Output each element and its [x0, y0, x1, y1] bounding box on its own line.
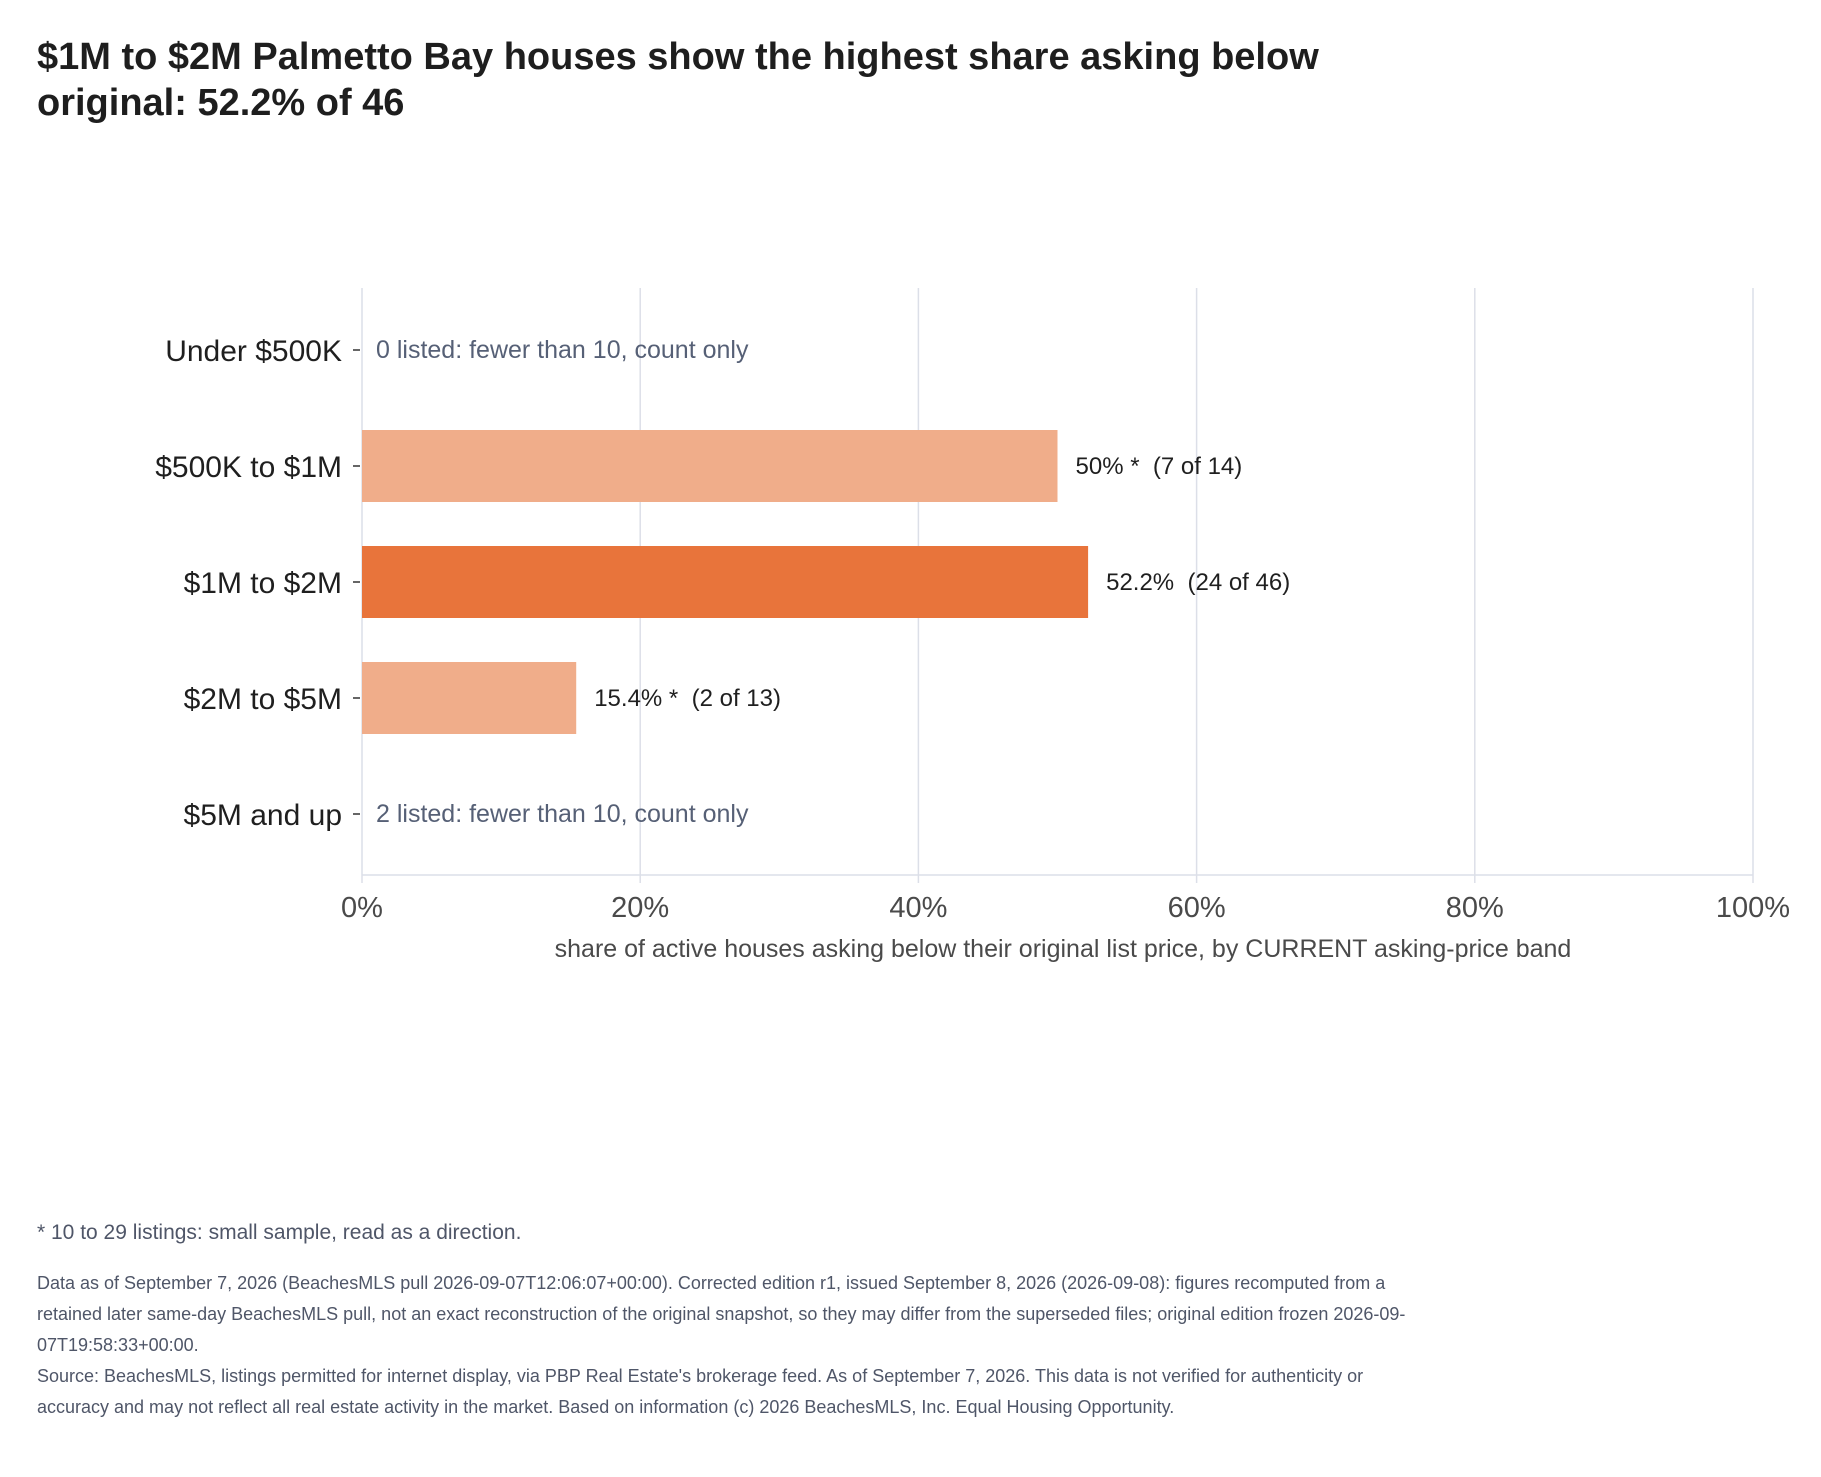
y-tick-label: $5M and up [184, 799, 342, 832]
bar-value-label: 52.2% (24 of 46) [1106, 569, 1290, 596]
highlighted-bar [362, 546, 1089, 618]
y-tick-label: $1M to $2M [184, 567, 342, 600]
x-tick-label: 0% [341, 892, 383, 924]
bars [362, 430, 1089, 734]
small-sample-footnote: * 10 to 29 listings: small sample, read … [37, 1221, 522, 1244]
fineprint: Data as of September 7, 2026 (BeachesMLS… [37, 1268, 1417, 1423]
x-tick-label: 20% [611, 892, 669, 924]
bar [362, 430, 1058, 502]
chart-title: $1M to $2M Palmetto Bay houses show the … [37, 36, 1319, 124]
axes: 0% 20% 40% 60% 80% 100% Under $500K $500K to $1… [155, 335, 1790, 924]
data-labels: 0 listed: fewer than 10, count only 50% *… [376, 336, 1290, 828]
source-note: Source: BeachesMLS, listings permitted f… [37, 1366, 1364, 1417]
data-note: Data as of September 7, 2026 (BeachesMLS… [37, 1273, 1406, 1355]
bar-value-label: 50% * (7 of 14) [1076, 453, 1243, 480]
y-tick-label: $2M to $5M [184, 683, 342, 716]
x-tick-label: 80% [1446, 892, 1504, 924]
x-axis-title: share of active houses asking below thei… [555, 935, 1572, 963]
count-only-note: 0 listed: fewer than 10, count only [376, 336, 749, 364]
y-tick-label: $500K to $1M [155, 451, 342, 484]
bar-chart: 0% 20% 40% 60% 80% 100% Under $500K $500K to $1… [155, 288, 1790, 963]
x-tick-label: 60% [1168, 892, 1226, 924]
x-tick-label: 100% [1716, 892, 1790, 924]
x-tick-label: 40% [889, 892, 947, 924]
bar-value-label: 15.4% * (2 of 13) [594, 685, 781, 712]
count-only-note: 2 listed: fewer than 10, count only [376, 800, 749, 828]
y-tick-label: Under $500K [165, 335, 342, 368]
bar [362, 662, 577, 734]
